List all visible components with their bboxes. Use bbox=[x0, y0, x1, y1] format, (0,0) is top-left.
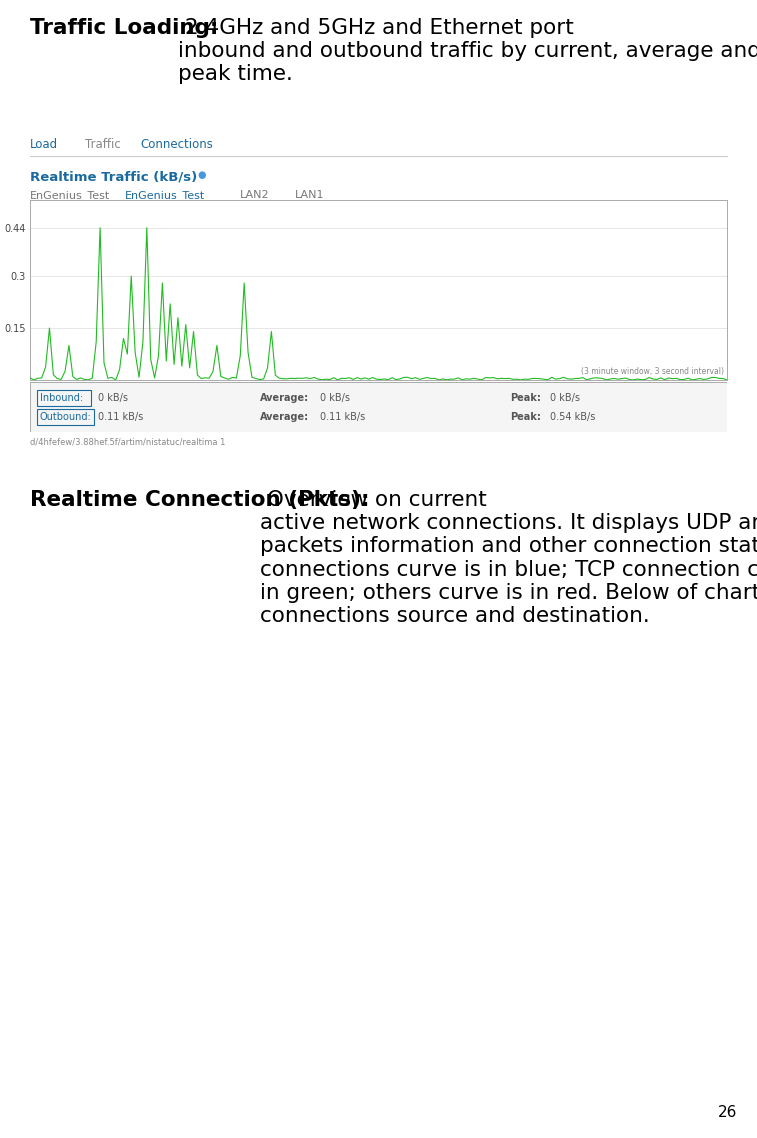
Text: Peak:: Peak: bbox=[510, 393, 540, 403]
Text: 2.4GHz and 5GHz and Ethernet port
inbound and outbound traffic by current, avera: 2.4GHz and 5GHz and Ethernet port inboun… bbox=[178, 18, 757, 84]
Text: LAN1: LAN1 bbox=[295, 190, 325, 200]
Text: Load: Load bbox=[30, 138, 58, 151]
Text: Traffic Loading:: Traffic Loading: bbox=[30, 18, 218, 38]
Text: d/4hfefew/3.88hef.5f/artim/nistatuc/realtima 1: d/4hfefew/3.88hef.5f/artim/nistatuc/real… bbox=[30, 437, 226, 446]
Text: Peak:: Peak: bbox=[510, 412, 540, 422]
Text: Average:: Average: bbox=[260, 393, 309, 403]
Text: (3 minute window, 3 second interval): (3 minute window, 3 second interval) bbox=[581, 368, 724, 377]
Text: Average:: Average: bbox=[260, 412, 309, 422]
Text: Realtime Traffic (kB/s): Realtime Traffic (kB/s) bbox=[30, 170, 198, 183]
Text: EnGenius_Test: EnGenius_Test bbox=[30, 190, 111, 201]
Text: 0 kB/s: 0 kB/s bbox=[98, 393, 128, 403]
Text: LAN2: LAN2 bbox=[240, 190, 269, 200]
Text: Inbound:: Inbound: bbox=[40, 393, 83, 403]
Text: Overview on current
active network connections. It displays UDP and TCP
packets : Overview on current active network conne… bbox=[260, 490, 757, 626]
Text: ●: ● bbox=[197, 170, 205, 180]
Text: Traffic: Traffic bbox=[85, 138, 121, 151]
Text: EnGenius_Test: EnGenius_Test bbox=[125, 190, 205, 201]
Text: 26: 26 bbox=[718, 1105, 737, 1120]
Text: 0 kB/s: 0 kB/s bbox=[550, 393, 580, 403]
Text: Realtime Connection (Pkts):: Realtime Connection (Pkts): bbox=[30, 490, 369, 510]
Text: 0.11 kB/s: 0.11 kB/s bbox=[320, 412, 365, 422]
Text: 0 kB/s: 0 kB/s bbox=[320, 393, 350, 403]
Text: 0.11 kB/s: 0.11 kB/s bbox=[98, 412, 143, 422]
Text: 0.54 kB/s: 0.54 kB/s bbox=[550, 412, 595, 422]
Text: Outbound:: Outbound: bbox=[40, 412, 92, 422]
Text: Connections: Connections bbox=[140, 138, 213, 151]
